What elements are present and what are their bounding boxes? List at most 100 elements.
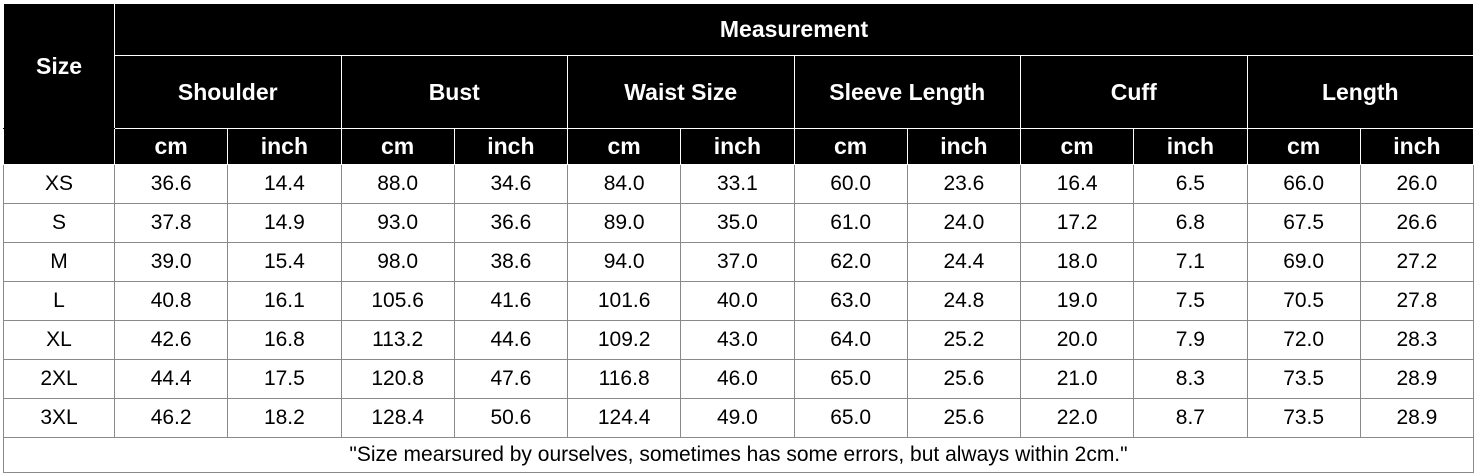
unit-header: inch xyxy=(227,128,342,165)
value-cell: 34.6 xyxy=(453,164,569,204)
value-cell: 20.0 xyxy=(1019,320,1135,360)
value-cell: 8.7 xyxy=(1133,398,1248,438)
value-cell: 65.0 xyxy=(793,398,908,438)
value-cell: 7.1 xyxy=(1133,242,1248,282)
value-cell: 36.6 xyxy=(453,203,569,243)
value-cell: 73.5 xyxy=(1246,398,1361,438)
unit-header: cm xyxy=(113,128,229,165)
value-cell: 22.0 xyxy=(1019,398,1135,438)
value-cell: 26.0 xyxy=(1359,164,1475,204)
value-cell: 24.4 xyxy=(906,242,1022,282)
value-cell: 84.0 xyxy=(566,164,682,204)
value-cell: 7.5 xyxy=(1133,281,1248,321)
value-cell: 15.4 xyxy=(227,242,342,282)
size-cell: 3XL xyxy=(3,398,115,438)
value-cell: 24.0 xyxy=(906,203,1022,243)
value-cell: 37.8 xyxy=(113,203,229,243)
unit-header: inch xyxy=(680,128,795,165)
value-cell: 41.6 xyxy=(453,281,569,321)
value-cell: 33.1 xyxy=(680,164,795,204)
value-cell: 38.6 xyxy=(453,242,569,282)
value-cell: 26.6 xyxy=(1359,203,1475,243)
value-cell: 109.2 xyxy=(566,320,682,360)
value-cell: 89.0 xyxy=(566,203,682,243)
value-cell: 6.5 xyxy=(1133,164,1248,204)
value-cell: 113.2 xyxy=(340,320,455,360)
group-header: Bust xyxy=(340,55,568,129)
value-cell: 17.5 xyxy=(227,359,342,399)
value-cell: 98.0 xyxy=(340,242,455,282)
value-cell: 101.6 xyxy=(566,281,682,321)
value-cell: 49.0 xyxy=(680,398,795,438)
size-cell: XL xyxy=(3,320,115,360)
value-cell: 64.0 xyxy=(793,320,908,360)
table-row: 2XL 44.4 17.5 120.8 47.6 116.8 46.0 65.0 25.6 21.… xyxy=(3,359,1475,399)
value-cell: 18.0 xyxy=(1019,242,1135,282)
value-cell: 46.2 xyxy=(113,398,229,438)
footnote: "Size mearsured by ourselves, sometimes … xyxy=(2,437,1475,473)
value-cell: 25.6 xyxy=(906,398,1022,438)
table-row: M 39.0 15.4 98.0 38.6 94.0 37.0 62.0 24.4 18.0 7.1… xyxy=(3,242,1475,282)
value-cell: 60.0 xyxy=(793,164,908,204)
unit-header: inch xyxy=(1359,128,1475,165)
value-cell: 94.0 xyxy=(566,242,682,282)
table-row: L 40.8 16.1 105.6 41.6 101.6 40.0 63.0 24.8 19.0 7… xyxy=(3,281,1475,321)
value-cell: 73.5 xyxy=(1246,359,1361,399)
value-cell: 65.0 xyxy=(793,359,908,399)
group-header: Length xyxy=(1246,55,1475,129)
value-cell: 24.8 xyxy=(906,281,1022,321)
value-cell: 43.0 xyxy=(680,320,795,360)
value-cell: 93.0 xyxy=(340,203,455,243)
value-cell: 8.3 xyxy=(1133,359,1248,399)
value-cell: 50.6 xyxy=(453,398,569,438)
value-cell: 16.8 xyxy=(227,320,342,360)
unit-header: cm xyxy=(793,128,908,165)
unit-header: inch xyxy=(1133,128,1248,165)
unit-header: cm xyxy=(1019,128,1135,165)
value-cell: 69.0 xyxy=(1246,242,1361,282)
table-row: Size Measurement xyxy=(3,3,1475,129)
unit-header: inch xyxy=(906,128,1022,165)
value-cell: 116.8 xyxy=(566,359,682,399)
size-table: Size Measurement Shoulder Bust Waist Size Sle… xyxy=(2,3,1475,473)
group-header: Cuff xyxy=(1020,55,1248,129)
value-cell: 7.9 xyxy=(1133,320,1248,360)
size-chart: Size Measurement Shoulder Bust Waist Size Sle… xyxy=(2,3,1475,473)
value-cell: 88.0 xyxy=(340,164,455,204)
table-row: 3XL 46.2 18.2 128.4 50.6 124.4 49.0 65.0 25.6 22.… xyxy=(3,398,1475,438)
size-cell: L xyxy=(3,281,115,321)
value-cell: 19.0 xyxy=(1019,281,1135,321)
value-cell: 25.6 xyxy=(906,359,1022,399)
value-cell: 63.0 xyxy=(793,281,908,321)
size-cell: XS xyxy=(3,164,115,204)
value-cell: 36.6 xyxy=(113,164,229,204)
size-cell: S xyxy=(3,203,115,243)
value-cell: 28.3 xyxy=(1359,320,1475,360)
unit-header: cm xyxy=(566,128,682,165)
table-row: "Size mearsured by ourselves, sometimes … xyxy=(2,437,1475,473)
value-cell: 67.5 xyxy=(1246,203,1361,243)
measurement-header: Measurement xyxy=(113,3,1475,56)
group-header: Shoulder xyxy=(114,55,342,129)
value-cell: 14.9 xyxy=(227,203,342,243)
value-cell: 25.2 xyxy=(906,320,1022,360)
size-header-cell xyxy=(3,128,115,165)
value-cell: 120.8 xyxy=(340,359,455,399)
unit-header: cm xyxy=(1246,128,1361,165)
value-cell: 124.4 xyxy=(566,398,682,438)
value-cell: 70.5 xyxy=(1246,281,1361,321)
value-cell: 61.0 xyxy=(793,203,908,243)
value-cell: 47.6 xyxy=(453,359,569,399)
value-cell: 28.9 xyxy=(1359,398,1475,438)
value-cell: 16.4 xyxy=(1019,164,1135,204)
value-cell: 66.0 xyxy=(1246,164,1361,204)
value-cell: 44.4 xyxy=(113,359,229,399)
table-row: Shoulder Bust Waist Size Sleeve Length Cuff L… xyxy=(4,55,1475,129)
table-row: XS 36.6 14.4 88.0 34.6 84.0 33.1 60.0 23.6 16.4 6.… xyxy=(3,164,1475,204)
value-cell: 6.8 xyxy=(1133,203,1248,243)
value-cell: 42.6 xyxy=(113,320,229,360)
value-cell: 72.0 xyxy=(1246,320,1361,360)
value-cell: 35.0 xyxy=(680,203,795,243)
value-cell: 39.0 xyxy=(113,242,229,282)
